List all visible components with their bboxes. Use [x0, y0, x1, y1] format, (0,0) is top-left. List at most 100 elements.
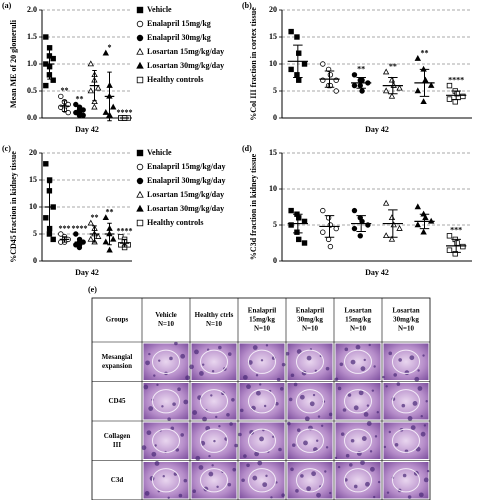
- nucleus: [314, 369, 318, 373]
- nucleus: [177, 387, 181, 392]
- error-bar: [419, 213, 430, 230]
- column-header: Vehicle: [155, 311, 177, 319]
- error-bar: [47, 48, 52, 80]
- column-header: 30mg/kg: [297, 316, 323, 324]
- nucleus: [369, 450, 373, 453]
- glomerulus: [344, 428, 372, 453]
- nucleus: [407, 495, 412, 499]
- legend-label: Losartan 15mg/kg/day: [147, 47, 224, 56]
- nucleus: [148, 406, 154, 411]
- nucleus: [309, 401, 315, 407]
- data-point: [46, 177, 53, 183]
- error-bar: [62, 100, 67, 113]
- panel-label: (d): [242, 144, 252, 153]
- nucleus: [385, 385, 388, 388]
- significance: *: [108, 43, 112, 52]
- glomerulus: [392, 349, 420, 374]
- nucleus: [162, 475, 165, 478]
- histology-image: [287, 383, 333, 420]
- significance: ****: [117, 227, 133, 236]
- nucleus: [243, 454, 247, 458]
- nucleus: [317, 415, 321, 418]
- nucleus: [409, 355, 415, 361]
- data-point: [382, 199, 390, 206]
- data-point: [446, 96, 453, 102]
- nucleus: [148, 352, 151, 356]
- nucleus: [344, 347, 349, 352]
- data-point: [109, 103, 117, 110]
- data-point: [351, 207, 358, 214]
- nucleus: [211, 464, 214, 467]
- nucleus: [312, 393, 316, 397]
- significance: **: [357, 65, 365, 74]
- legend-marker: [136, 163, 144, 171]
- nucleus: [189, 364, 194, 370]
- nucleus: [281, 362, 286, 367]
- data-point: [460, 243, 466, 250]
- nucleus: [242, 375, 248, 380]
- nucleus: [218, 424, 221, 428]
- nucleus: [172, 402, 176, 406]
- error-bar: [356, 215, 366, 232]
- significance: **: [91, 213, 99, 222]
- histology-image: [383, 422, 429, 459]
- significance: ***: [450, 226, 462, 235]
- y-tick-label: 0: [273, 113, 277, 122]
- data-point: [58, 231, 64, 237]
- nucleus: [334, 456, 338, 460]
- nucleus: [216, 485, 219, 489]
- nucleus: [198, 465, 204, 470]
- nucleus: [226, 412, 230, 417]
- nucleus: [227, 482, 232, 487]
- nucleus: [373, 365, 376, 368]
- data-point: [325, 236, 332, 243]
- legend-label: Vehicle: [147, 5, 172, 14]
- nucleus: [337, 465, 341, 469]
- nucleus: [255, 374, 259, 377]
- legend-label: Enalapril 15mg/kg/day: [147, 162, 225, 171]
- significance: **: [389, 62, 397, 71]
- nucleus: [146, 430, 152, 436]
- data-point: [420, 228, 427, 235]
- nucleus: [410, 425, 416, 431]
- nucleus: [325, 366, 330, 371]
- legend-label: Losartan 15mg/kg/day: [147, 190, 224, 199]
- legend-label: Vehicle: [147, 148, 172, 157]
- data-point: [294, 72, 300, 78]
- x-axis-label: Day 42: [75, 268, 99, 277]
- data-point: [87, 235, 95, 242]
- column-header: N=10: [254, 325, 271, 333]
- error-bar: [293, 213, 303, 234]
- nucleus: [328, 412, 333, 417]
- legend-marker: [136, 76, 144, 84]
- nucleus: [252, 475, 258, 481]
- glomerulus: [392, 389, 420, 414]
- nucleus: [259, 436, 264, 442]
- nucleus: [374, 435, 378, 438]
- data-point: [43, 161, 49, 167]
- y-tick-label: 0.5: [27, 86, 37, 95]
- nucleus: [208, 454, 211, 458]
- significance: **: [106, 208, 114, 217]
- legend-marker: [136, 204, 144, 212]
- data-point: [454, 240, 460, 246]
- nucleus: [355, 344, 361, 350]
- histology-image: [239, 462, 285, 499]
- nucleus: [174, 341, 178, 346]
- histology-image: [191, 343, 237, 380]
- nucleus: [366, 404, 370, 407]
- row-header: Mesangial: [102, 353, 133, 361]
- nucleus: [329, 491, 332, 495]
- nucleus: [260, 359, 264, 362]
- nucleus: [340, 432, 345, 436]
- data-point: [420, 98, 427, 105]
- nucleus: [366, 421, 372, 426]
- data-point: [301, 61, 308, 67]
- nucleus: [252, 345, 258, 350]
- data-point: [327, 72, 334, 78]
- error-bar: [293, 44, 303, 78]
- x-axis-label: Day 42: [75, 125, 99, 134]
- nucleus: [234, 443, 238, 448]
